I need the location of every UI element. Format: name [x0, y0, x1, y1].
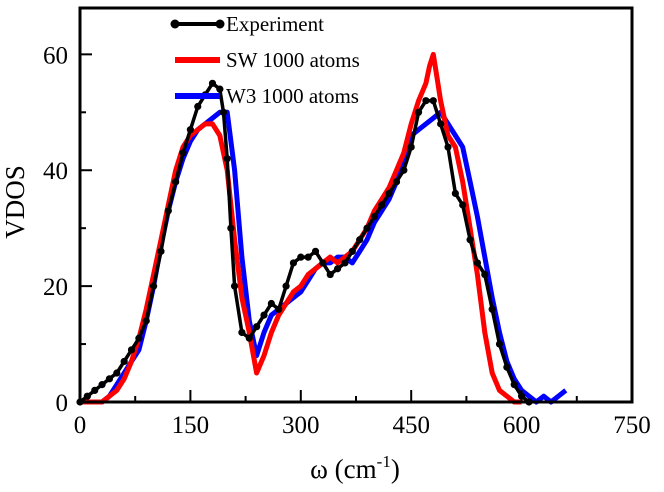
- y-tick-label: 0: [56, 390, 69, 417]
- data-point-experiment: [392, 178, 401, 186]
- x-axis-label-close: ): [391, 454, 400, 484]
- x-axis-label-main: ω (cm: [310, 454, 377, 484]
- data-point-experiment: [481, 270, 489, 279]
- data-point-experiment: [363, 224, 371, 232]
- y-tick-label: 60: [43, 42, 68, 69]
- data-point-experiment: [429, 97, 437, 105]
- data-point-experiment: [98, 381, 106, 389]
- data-point-experiment: [444, 143, 452, 151]
- y-axis-label: VDOS: [0, 165, 30, 239]
- data-point-experiment: [348, 247, 356, 255]
- data-point-experiment: [510, 381, 518, 389]
- x-axis-label-superscript: -1: [377, 452, 391, 471]
- data-point-experiment: [105, 375, 114, 383]
- data-point-experiment: [451, 189, 459, 198]
- data-point-experiment: [223, 155, 231, 163]
- data-point-experiment: [253, 323, 261, 331]
- data-point-experiment: [267, 299, 275, 308]
- data-point-experiment: [326, 270, 334, 279]
- data-point-experiment: [304, 253, 312, 261]
- data-point-experiment: [414, 108, 423, 116]
- data-point-experiment: [385, 189, 393, 198]
- y-tick-label: 20: [43, 274, 68, 301]
- data-point-experiment: [230, 282, 239, 290]
- data-point-experiment: [164, 207, 172, 215]
- data-point-experiment: [227, 224, 235, 232]
- data-point-experiment: [157, 247, 165, 255]
- data-point-experiment: [172, 178, 180, 186]
- data-point-experiment: [459, 201, 467, 209]
- data-point-experiment: [473, 259, 482, 267]
- series-line-w3-1000-atoms: [80, 109, 568, 405]
- data-point-experiment: [142, 317, 150, 325]
- data-point-experiment: [219, 108, 228, 116]
- data-point-experiment: [378, 201, 386, 209]
- data-point-experiment: [495, 340, 504, 348]
- data-point-experiment: [282, 282, 290, 290]
- data-point-experiment: [135, 334, 143, 342]
- data-point-experiment: [275, 305, 283, 313]
- data-point-experiment: [208, 79, 217, 87]
- data-point-experiment: [356, 236, 364, 244]
- data-point-experiment: [311, 247, 320, 255]
- data-point-experiment: [194, 102, 202, 111]
- data-point-experiment: [113, 369, 121, 377]
- legend-label-sw-1000-atoms: SW 1000 atoms: [226, 48, 360, 72]
- data-point-experiment: [400, 166, 408, 174]
- data-point-experiment: [341, 259, 349, 267]
- x-tick-label: 750: [613, 412, 651, 439]
- data-point-experiment: [422, 97, 430, 105]
- data-point-experiment: [216, 85, 224, 93]
- legend-marker-experiment: [215, 19, 225, 29]
- ticks-layer: 0 150 300 450 600 750 0 20 40 60: [43, 42, 651, 439]
- x-tick-label: 150: [172, 412, 210, 439]
- series-line-sw-1000-atoms: [80, 51, 522, 405]
- series-line-experiment: [78, 81, 531, 404]
- x-tick-label: 0: [74, 412, 87, 439]
- x-tick-label: 450: [392, 412, 430, 439]
- data-point-experiment: [238, 328, 246, 337]
- data-point-experiment: [466, 236, 474, 244]
- data-point-experiment: [179, 149, 187, 157]
- data-point-experiment: [503, 363, 511, 371]
- legend-marker-experiment: [170, 19, 180, 29]
- data-point-experiment: [150, 282, 158, 290]
- data-point-experiment: [488, 305, 496, 313]
- data-point-experiment: [186, 126, 194, 134]
- data-point-experiment: [289, 259, 298, 267]
- x-axis-label: ω (cm-1): [310, 452, 400, 484]
- x-tick-label: 600: [503, 412, 541, 439]
- data-point-experiment: [370, 212, 378, 221]
- x-tick-label: 300: [282, 412, 320, 439]
- data-point-experiment: [297, 253, 305, 261]
- data-point-experiment: [319, 259, 327, 267]
- data-point-experiment: [260, 311, 268, 319]
- y-tick-label: 40: [43, 158, 68, 185]
- data-point-experiment: [407, 143, 415, 151]
- legend: Experiment SW 1000 atoms W3 1000 atoms: [170, 12, 360, 108]
- data-point-experiment: [127, 346, 136, 354]
- data-point-experiment: [334, 265, 342, 273]
- legend-label-w3-1000-atoms: W3 1000 atoms: [226, 84, 359, 108]
- data-point-experiment: [245, 334, 253, 342]
- data-point-experiment: [437, 120, 445, 128]
- legend-label-experiment: Experiment: [226, 12, 324, 36]
- data-point-experiment: [83, 392, 91, 400]
- data-point-experiment: [91, 386, 99, 395]
- series-layer: [76, 51, 568, 406]
- data-point-experiment: [120, 357, 128, 366]
